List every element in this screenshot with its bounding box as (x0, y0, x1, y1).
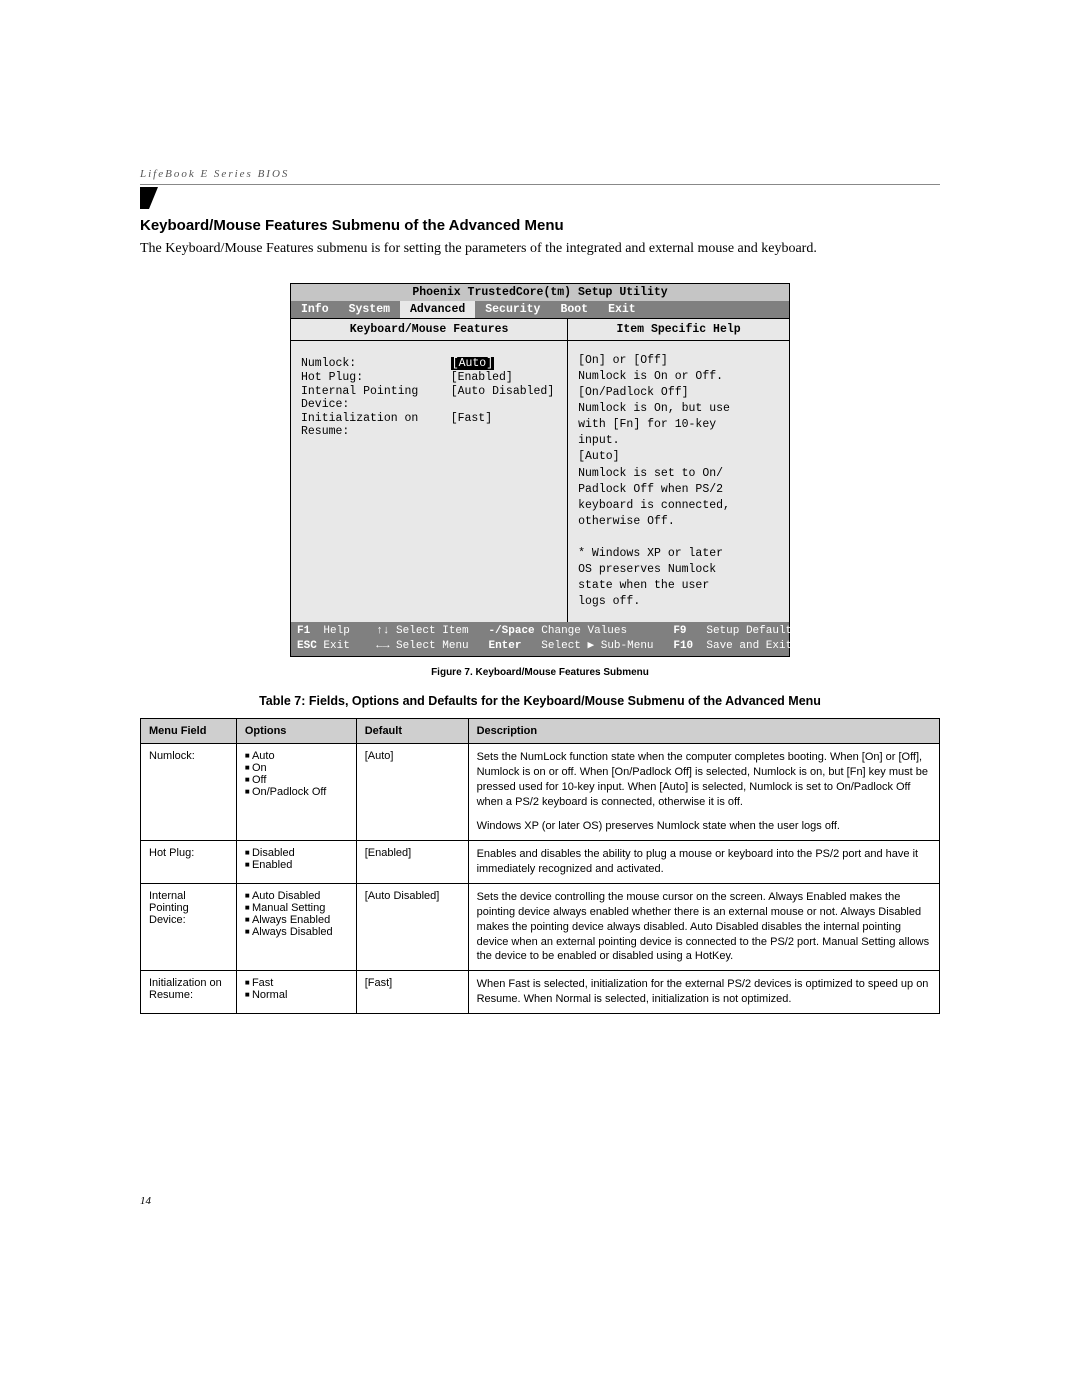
bios-title: Phoenix TrustedCore(tm) Setup Utility (291, 284, 789, 301)
cell-description: Enables and disables the ability to plug… (468, 841, 939, 884)
page-number: 14 (140, 1195, 151, 1207)
bios-help-line: [On] or [Off] (578, 353, 779, 369)
bios-help-text: [On] or [Off]Numlock is On or Off.[On/Pa… (568, 341, 789, 623)
option-item: Auto Disabled (245, 890, 348, 902)
table-row: Numlock:AutoOnOffOn/Padlock Off[Auto]Set… (141, 744, 940, 841)
bios-setting-value[interactable]: [Auto Disabled] (451, 385, 555, 411)
cell-default: [Enabled] (356, 841, 468, 884)
option-item: Normal (245, 989, 348, 1001)
option-item: Always Disabled (245, 926, 348, 938)
bios-setting-label: Initialization on Resume: (301, 412, 451, 438)
bios-setting-label: Numlock: (301, 357, 451, 370)
cell-options: Auto DisabledManual SettingAlways Enable… (236, 883, 356, 970)
cell-options: DisabledEnabled (236, 841, 356, 884)
option-item: Off (245, 774, 348, 786)
bios-setting-row[interactable]: Hot Plug:[Enabled] (301, 371, 559, 384)
cell-default: [Fast] (356, 971, 468, 1014)
pennant-icon (140, 187, 940, 209)
cell-default: [Auto Disabled] (356, 883, 468, 970)
bios-setting-row[interactable]: Internal Pointing Device:[Auto Disabled] (301, 385, 559, 411)
section-intro: The Keyboard/Mouse Features submenu is f… (140, 240, 940, 259)
bios-tab-info[interactable]: Info (291, 301, 339, 318)
bios-help-panel: Item Specific Help [On] or [Off]Numlock … (568, 319, 789, 623)
bios-setting-row[interactable]: Initialization on Resume:[Fast] (301, 412, 559, 438)
table-caption: Table 7: Fields, Options and Defaults fo… (140, 694, 940, 708)
col-menu-field: Menu Field (141, 719, 237, 744)
col-description: Description (468, 719, 939, 744)
options-table: Menu Field Options Default Description N… (140, 718, 940, 1014)
bios-setting-value[interactable]: [Enabled] (451, 371, 513, 384)
bios-help-line: [Auto] (578, 449, 779, 465)
col-options: Options (236, 719, 356, 744)
bios-footer: F1 Help ↑↓ Select Item -/Space Change Va… (291, 622, 789, 656)
table-row: Internal Pointing Device:Auto DisabledMa… (141, 883, 940, 970)
section-title: Keyboard/Mouse Features Submenu of the A… (140, 217, 940, 234)
cell-menu-field: Hot Plug: (141, 841, 237, 884)
bios-help-line: state when the user (578, 578, 779, 594)
bios-help-line: keyboard is connected, (578, 498, 779, 514)
cell-default: [Auto] (356, 744, 468, 841)
bios-help-line: Numlock is On or Off. (578, 369, 779, 385)
cell-menu-field: Internal Pointing Device: (141, 883, 237, 970)
option-item: On (245, 762, 348, 774)
bios-help-line: input. (578, 433, 779, 449)
figure-caption: Figure 7. Keyboard/Mouse Features Submen… (140, 667, 940, 678)
cell-options: FastNormal (236, 971, 356, 1014)
bios-help-line: logs off. (578, 594, 779, 610)
bios-setting-value[interactable]: [Fast] (451, 412, 492, 438)
bios-setting-label: Internal Pointing Device: (301, 385, 451, 411)
table-row: Initialization on Resume:FastNormal[Fast… (141, 971, 940, 1014)
header-rule (140, 184, 940, 185)
bios-help-line: with [Fn] for 10-key (578, 417, 779, 433)
bios-help-line: OS preserves Numlock (578, 562, 779, 578)
bios-help-line: [On/Padlock Off] (578, 385, 779, 401)
bios-right-header: Item Specific Help (568, 319, 789, 341)
bios-help-line: Numlock is On, but use (578, 401, 779, 417)
option-item: Enabled (245, 859, 348, 871)
bios-help-line: otherwise Off. (578, 514, 779, 530)
bios-tab-boot[interactable]: Boot (550, 301, 598, 318)
option-item: Manual Setting (245, 902, 348, 914)
cell-menu-field: Numlock: (141, 744, 237, 841)
bios-tab-exit[interactable]: Exit (598, 301, 646, 318)
running-head: LifeBook E Series BIOS (140, 168, 940, 180)
table-header-row: Menu Field Options Default Description (141, 719, 940, 744)
bios-tab-security[interactable]: Security (475, 301, 550, 318)
option-item: Auto (245, 750, 348, 762)
option-item: Fast (245, 977, 348, 989)
cell-description: When Fast is selected, initialization fo… (468, 971, 939, 1014)
option-item: On/Padlock Off (245, 786, 348, 798)
bios-help-line: Padlock Off when PS/2 (578, 482, 779, 498)
col-default: Default (356, 719, 468, 744)
cell-options: AutoOnOffOn/Padlock Off (236, 744, 356, 841)
page-content: LifeBook E Series BIOS Keyboard/Mouse Fe… (140, 168, 940, 1014)
bios-setting-row[interactable]: Numlock:[Auto] (301, 357, 559, 370)
bios-tab-system[interactable]: System (339, 301, 400, 318)
cell-menu-field: Initialization on Resume: (141, 971, 237, 1014)
bios-settings-list: Numlock:[Auto]Hot Plug:[Enabled]Internal… (291, 341, 567, 621)
bios-left-panel: Keyboard/Mouse Features Numlock:[Auto]Ho… (291, 319, 568, 623)
table-row: Hot Plug:DisabledEnabled[Enabled]Enables… (141, 841, 940, 884)
bios-help-line (578, 530, 779, 546)
cell-description: Sets the NumLock function state when the… (468, 744, 939, 841)
bios-tab-bar: InfoSystemAdvancedSecurityBootExit (291, 301, 789, 318)
cell-description: Sets the device controlling the mouse cu… (468, 883, 939, 970)
option-item: Disabled (245, 847, 348, 859)
option-item: Always Enabled (245, 914, 348, 926)
bios-tab-advanced[interactable]: Advanced (400, 301, 475, 318)
bios-window: Phoenix TrustedCore(tm) Setup Utility In… (290, 283, 790, 657)
bios-left-header: Keyboard/Mouse Features (291, 319, 567, 341)
bios-setting-value[interactable]: [Auto] (451, 357, 494, 370)
bios-setting-label: Hot Plug: (301, 371, 451, 384)
bios-help-line: * Windows XP or later (578, 546, 779, 562)
bios-help-line: Numlock is set to On/ (578, 466, 779, 482)
